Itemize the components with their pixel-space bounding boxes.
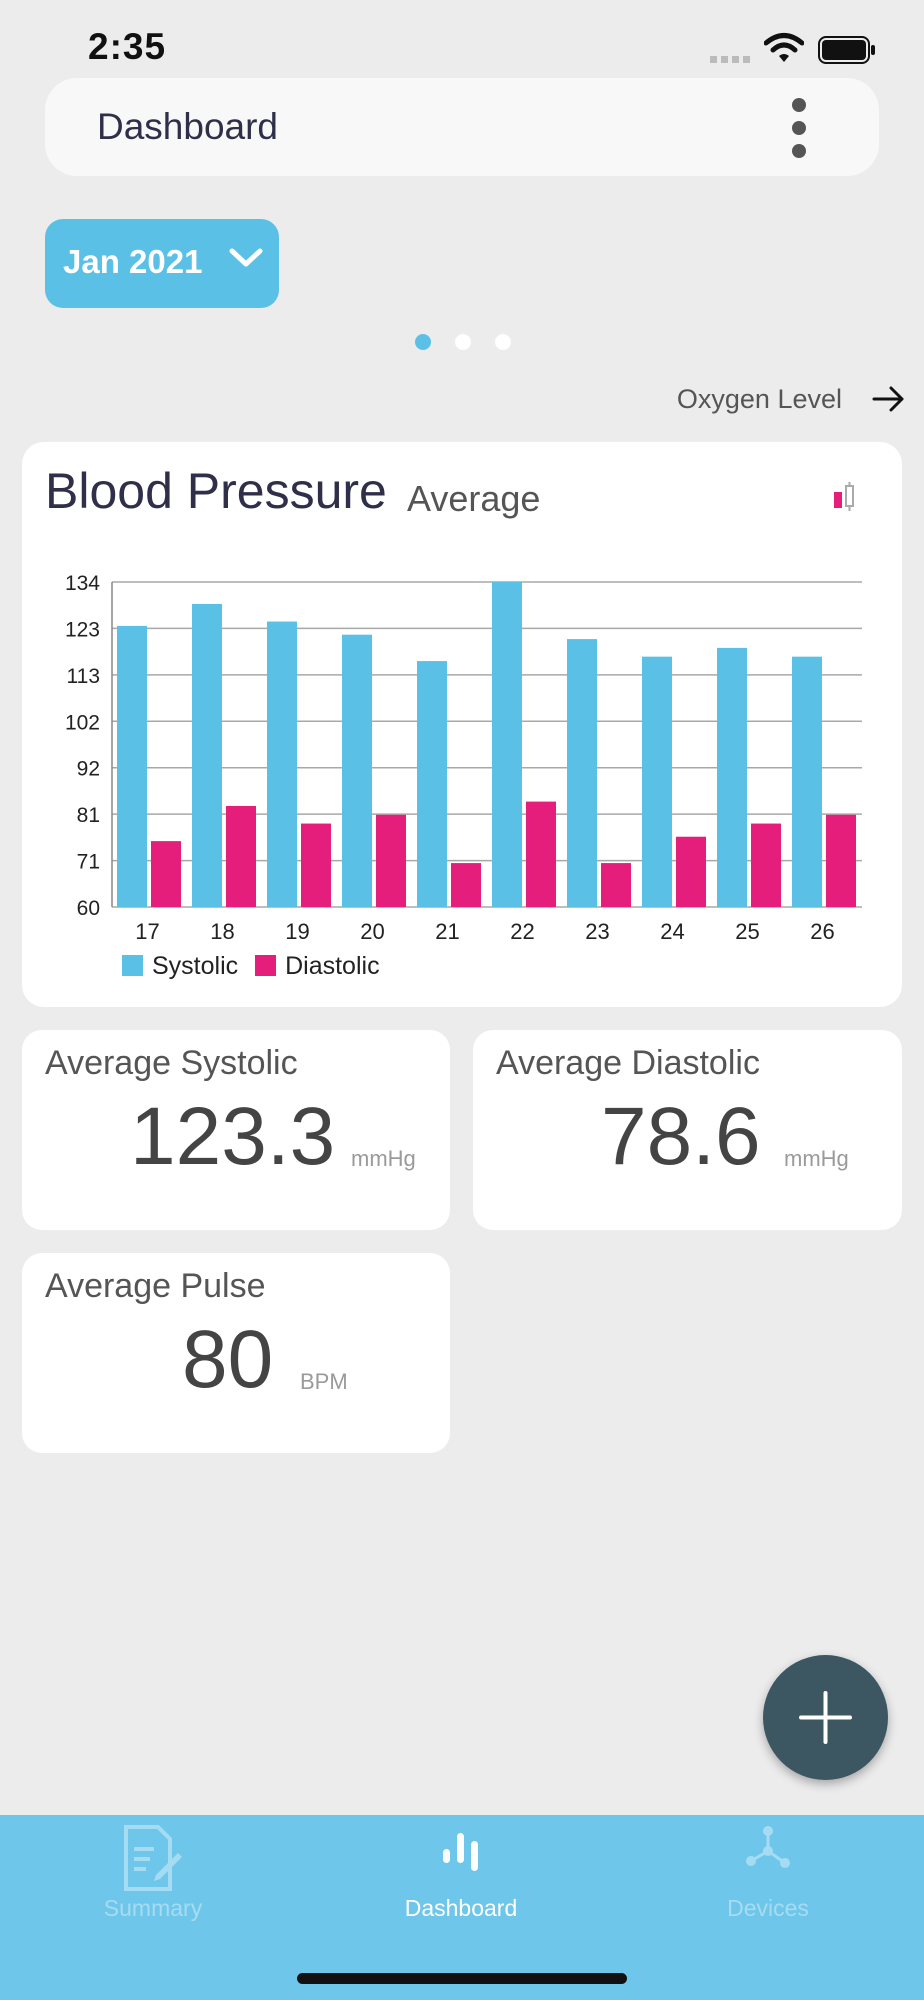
tab-dashboard-label: Dashboard [404,1895,518,1921]
bar-diastolic [751,823,781,907]
bar-systolic [192,603,222,907]
oxygen-level-link[interactable]: Oxygen Level [646,380,906,420]
y-tick-label: 102 [65,711,100,734]
month-selector-label: Jan 2021 [63,243,203,280]
average-systolic-card: Average Systolic 123.3 mmHg [22,1030,450,1230]
bar-systolic [417,661,447,907]
dashboard-icon [443,1833,478,1871]
bottom-tab-bar: Summary Dashboard Devices [0,1815,924,2000]
bar-systolic [792,656,822,907]
chart-title: Blood Pressure [45,463,387,519]
x-tick-label: 22 [510,919,534,942]
status-time: 2:35 [88,26,167,67]
bar-systolic [642,656,672,907]
legend-item-systolic: Systolic [122,952,238,981]
average-diastolic-unit: mmHg [784,1146,849,1171]
x-tick-label: 24 [660,919,684,942]
bar-systolic [117,625,147,907]
tab-devices-label: Devices [727,1895,809,1921]
battery-icon [818,36,875,64]
bar-diastolic [226,805,256,907]
bar-diastolic [301,823,331,907]
bar-diastolic [376,814,406,907]
cellular-signal-icon [710,56,750,63]
bar-systolic [267,621,297,907]
y-tick-label: 134 [65,572,100,595]
page-dot-1[interactable] [415,334,431,350]
average-pulse-value: 80 [182,1314,274,1405]
legend-label-systolic: Systolic [152,952,239,980]
bar-diastolic [526,801,556,907]
y-tick-label: 71 [77,851,100,874]
x-tick-label: 19 [285,919,309,942]
legend-swatch-diastolic [255,955,277,976]
x-tick-label: 20 [360,919,384,942]
summary-icon [124,1825,182,1891]
legend-label-diastolic: Diastolic [285,952,380,980]
x-tick-label: 21 [435,919,459,942]
bar-systolic [342,634,372,907]
bar-systolic [492,582,522,907]
average-diastolic-value: 78.6 [601,1091,761,1182]
chevron-down-icon [229,248,263,267]
home-indicator [297,1973,627,1984]
devices-icon [746,1826,790,1868]
average-pulse-label: Average Pulse [45,1267,266,1305]
page-title: Dashboard [97,106,279,147]
oxygen-level-label: Oxygen Level [676,384,842,414]
more-options-icon[interactable] [789,98,809,158]
bar-systolic [717,647,747,907]
average-pulse-card: Average Pulse 80 BPM [22,1253,450,1453]
y-tick-label: 123 [65,618,100,641]
x-tick-label: 18 [210,919,234,942]
x-tick-label: 17 [135,919,159,942]
y-tick-label: 92 [77,758,100,781]
legend-item-diastolic: Diastolic [255,952,380,981]
x-tick-label: 23 [585,919,609,942]
chart-type-toggle-icon[interactable] [832,482,856,512]
legend-swatch-systolic [122,955,143,976]
chart-legend: Systolic Diastolic [122,952,390,981]
tab-devices[interactable]: Devices [618,1815,918,1935]
x-tick-label: 26 [810,919,834,942]
average-pulse-unit: BPM [300,1369,348,1394]
bar-diastolic [676,836,706,907]
average-systolic-unit: mmHg [351,1146,416,1171]
tab-dashboard[interactable]: Dashboard [311,1815,611,1935]
average-systolic-label: Average Systolic [45,1044,298,1082]
y-tick-label: 81 [77,804,100,827]
y-tick-label: 113 [67,665,100,688]
blood-pressure-chart-card: Blood Pressure Average 134 123 113 102 92 81 7… [22,442,902,1007]
average-diastolic-label: Average Diastolic [496,1044,760,1082]
page-dot-3[interactable] [495,334,511,350]
y-tick-label: 60 [77,897,100,920]
average-systolic-value: 123.3 [130,1091,336,1182]
bar-systolic [567,639,597,907]
tab-summary[interactable]: Summary [3,1815,303,1935]
bar-diastolic [151,841,181,907]
tab-summary-label: Summary [103,1895,203,1921]
average-diastolic-card: Average Diastolic 78.6 mmHg [473,1030,902,1230]
page-dot-2[interactable] [455,334,471,350]
add-reading-button[interactable] [763,1655,888,1780]
blood-pressure-bar-chart: 134 123 113 102 92 81 71 60 17 18 19 20 21 22 23 24 25 26 [65,572,862,942]
bar-diastolic [601,863,631,907]
plus-icon [799,1691,852,1744]
month-selector-button[interactable]: Jan 2021 [45,219,279,308]
arrow-right-icon [872,386,904,412]
header-bar: Dashboard [45,78,879,176]
wifi-icon [764,33,804,62]
bar-diastolic [451,863,481,907]
bar-diastolic [826,814,856,907]
chart-subtitle: Average [407,478,541,519]
x-tick-label: 25 [735,919,759,942]
